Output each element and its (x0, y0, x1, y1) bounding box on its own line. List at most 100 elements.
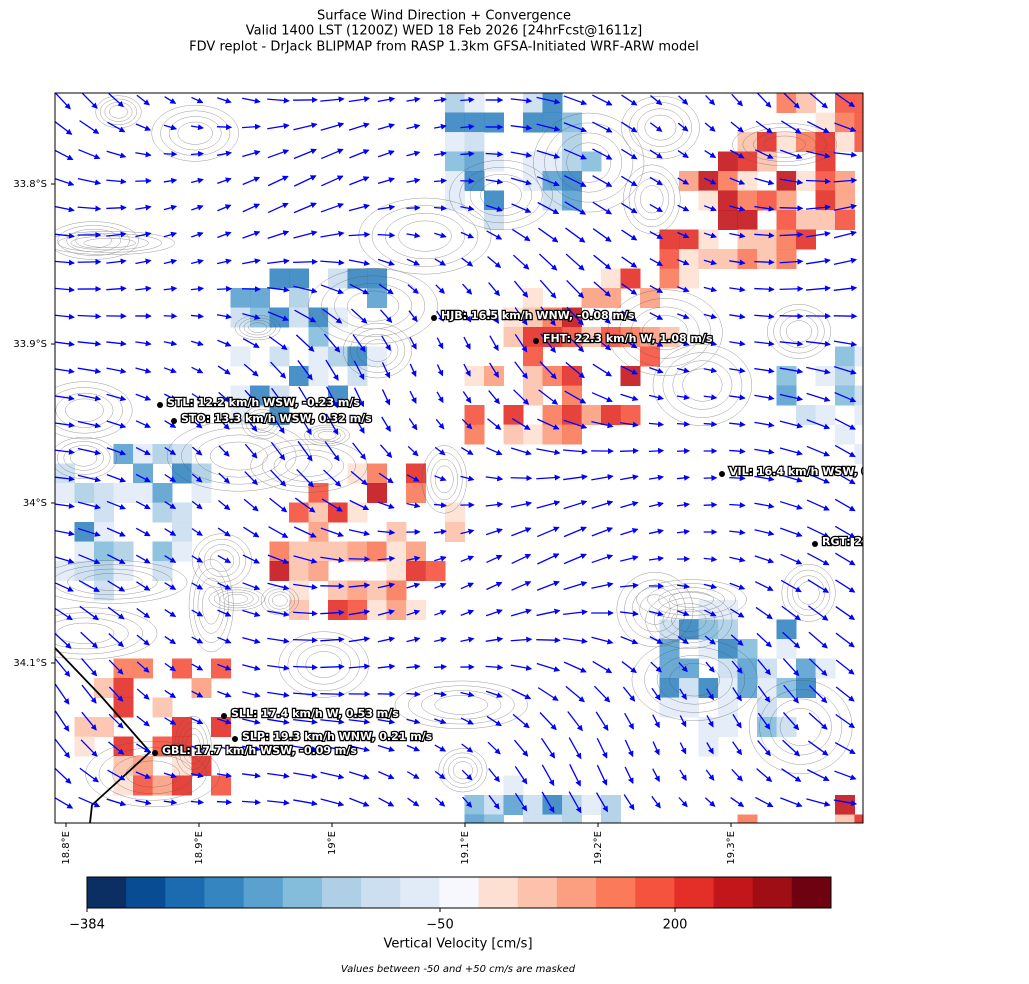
wind-arrow (242, 312, 261, 320)
wind-arrow (779, 178, 804, 185)
station-label: STL: 12.2 km/h WSW, -0.23 m/s (167, 396, 360, 409)
velocity-cell (835, 346, 855, 367)
wind-arrow (242, 150, 261, 158)
wind-arrow (566, 334, 585, 353)
wind-arrow (510, 97, 533, 104)
wind-arrow (298, 413, 312, 436)
wind-arrow (243, 498, 259, 512)
wind-arrow (55, 286, 75, 293)
wind-arrow (807, 579, 830, 593)
contour (435, 465, 454, 494)
wind-arrow (461, 769, 473, 781)
wind-arrow (55, 205, 75, 213)
wind-arrow (270, 441, 286, 461)
wind-arrow (323, 469, 342, 487)
wind-arrow (620, 365, 638, 375)
velocity-cell (308, 366, 329, 386)
wind-arrow (267, 799, 290, 806)
velocity-cell (406, 600, 426, 620)
contour (193, 568, 230, 643)
velocity-cell (854, 385, 863, 406)
wind-arrow (460, 123, 475, 130)
wind-arrow (349, 499, 370, 511)
wind-arrow (754, 232, 775, 239)
wind-arrow (321, 175, 344, 187)
wind-arrow (565, 227, 586, 243)
wind-arrow (136, 688, 150, 700)
wind-arrow (108, 741, 125, 755)
wind-arrow (408, 418, 418, 431)
wind-arrow (835, 632, 855, 648)
contour (356, 333, 399, 368)
wind-arrow (510, 151, 533, 158)
wind-arrow (434, 555, 447, 562)
velocity-cell (757, 132, 777, 152)
wind-arrow (55, 232, 75, 239)
wind-arrow (514, 361, 528, 380)
wind-arrow (106, 420, 127, 429)
velocity-cell (113, 678, 134, 698)
wind-arrow (460, 447, 474, 455)
velocity-cell (367, 268, 387, 289)
wind-arrow (806, 798, 831, 807)
velocity-cell (289, 600, 309, 620)
wind-arrow (191, 231, 204, 238)
wind-arrow (190, 177, 204, 184)
wind-arrow (648, 447, 665, 454)
wind-arrow (703, 367, 718, 374)
velocity-cell (328, 502, 348, 523)
velocity-cell (562, 405, 582, 425)
velocity-cell (679, 229, 699, 250)
contour (272, 594, 288, 607)
velocity-cell (328, 600, 348, 620)
wind-arrow (268, 526, 289, 538)
wind-arrow (563, 581, 588, 591)
contour (57, 233, 162, 253)
contour (641, 315, 689, 351)
wind-arrow (592, 363, 612, 377)
wind-arrow (321, 498, 343, 512)
wind-arrow (460, 150, 475, 157)
velocity-cell (55, 561, 75, 581)
wind-arrow (55, 120, 73, 135)
wind-arrow (81, 657, 98, 677)
velocity-cell (464, 795, 485, 815)
wind-arrow (805, 178, 831, 185)
wind-arrow (806, 472, 830, 484)
contour (264, 588, 296, 613)
velocity-cell (113, 541, 134, 562)
wind-arrow (677, 610, 690, 617)
wind-arrow (55, 502, 75, 509)
contour (407, 685, 515, 725)
wind-arrow (77, 177, 102, 186)
velocity-cell (445, 522, 465, 542)
wind-arrow (706, 688, 714, 701)
velocity-cell (542, 405, 563, 425)
wind-arrow (565, 361, 585, 379)
wind-arrow (55, 657, 71, 678)
wind-arrow (267, 149, 290, 159)
contour (250, 438, 368, 493)
velocity-cell (484, 210, 504, 230)
contour (371, 205, 479, 267)
wind-arrow (487, 418, 502, 430)
wind-arrow (779, 340, 804, 347)
wind-arrow (754, 529, 775, 537)
wind-arrow (106, 231, 127, 238)
wind-arrow (732, 687, 742, 702)
contour (203, 544, 240, 578)
velocity-cell (113, 756, 134, 776)
wind-arrow (731, 93, 743, 107)
velocity-cell (406, 483, 426, 503)
contour (623, 164, 681, 234)
wind-arrow (703, 474, 718, 481)
station-label: FHT: 22.3 km/h W, 1.08 m/s (543, 332, 713, 345)
wind-arrow (320, 663, 345, 670)
wind-arrow (106, 798, 127, 807)
wind-arrow (55, 313, 75, 320)
station-dot (719, 471, 725, 477)
velocity-cell (289, 268, 309, 289)
velocity-cell (308, 307, 329, 328)
contour (459, 166, 543, 224)
wind-arrow (620, 636, 639, 645)
